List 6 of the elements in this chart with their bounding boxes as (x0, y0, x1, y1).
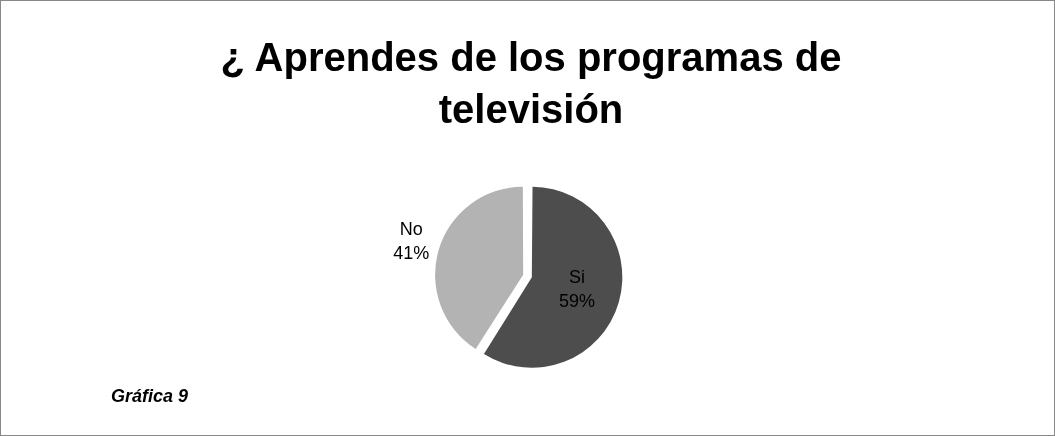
data-label: 59% (559, 291, 596, 312)
text: Gráfica 9 (111, 386, 189, 407)
chart-title: ¿ Aprendes de los programas de televisión (219, 34, 843, 133)
slice-label: Si (569, 267, 586, 288)
slice-label: No (399, 219, 423, 240)
data-label: 41% (393, 243, 430, 264)
